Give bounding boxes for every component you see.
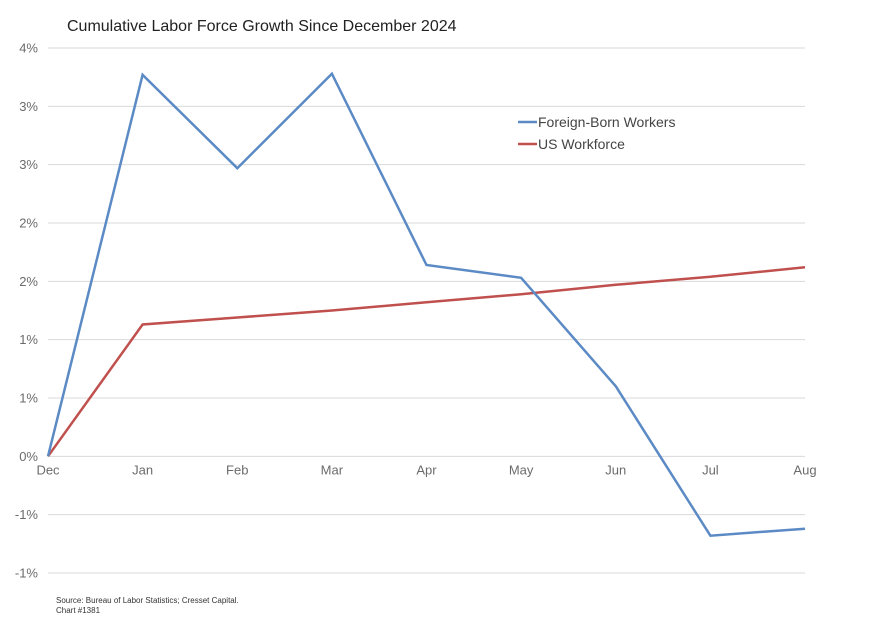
source-note: Source: Bureau of Labor Statistics; Cres… [56,596,239,605]
y-tick-label: -1% [15,566,39,581]
x-tick-label: May [509,462,534,477]
legend-label: US Workforce [538,136,625,152]
y-tick-label: -1% [15,507,39,522]
y-axis-tick-labels: 4% 3% 3% 2% 2% 1% 1% 0% -1% -1% [15,41,39,581]
y-tick-label: 0% [19,449,38,464]
y-tick-label: 2% [19,216,38,231]
x-tick-label: Mar [321,462,344,477]
y-tick-label: 3% [19,157,38,172]
x-tick-label: Jul [702,462,719,477]
x-tick-label: Jun [605,462,626,477]
x-tick-label: Apr [416,462,437,477]
x-tick-label: Aug [793,462,816,477]
y-tick-label: 4% [19,41,38,56]
x-tick-label: Jan [132,462,153,477]
chart-title: Cumulative Labor Force Growth Since Dece… [67,18,457,35]
legend-label: Foreign-Born Workers [538,114,675,130]
chart-id-note: Chart #1381 [56,606,101,615]
y-tick-label: 1% [19,332,38,347]
x-axis-tick-labels: Dec Jan Feb Mar Apr May Jun Jul Aug [36,462,816,477]
y-tick-label: 1% [19,391,38,406]
legend: Foreign-Born Workers US Workforce [518,114,675,152]
grid-layer [48,47,805,574]
series-line-foreign-born-workers [46,71,806,538]
y-tick-label: 2% [19,274,38,289]
series-line-us-workforce [46,266,806,458]
series-layer [46,71,806,538]
x-tick-label: Feb [226,462,248,477]
x-tick-label: Dec [36,462,60,477]
y-tick-label: 3% [19,99,38,114]
